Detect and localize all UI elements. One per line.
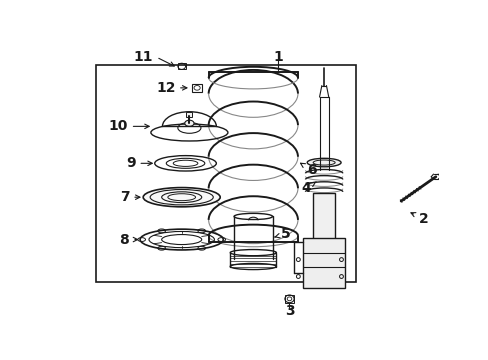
Text: 5: 5 bbox=[274, 227, 290, 241]
Text: 6: 6 bbox=[300, 163, 316, 177]
Text: 10: 10 bbox=[108, 120, 149, 133]
Bar bbox=[303, 238, 345, 288]
Text: 2: 2 bbox=[410, 212, 427, 226]
Text: 12: 12 bbox=[157, 81, 176, 95]
Ellipse shape bbox=[143, 188, 220, 207]
Text: 9: 9 bbox=[125, 156, 152, 170]
Text: 1: 1 bbox=[272, 50, 282, 64]
Text: 4: 4 bbox=[301, 181, 316, 195]
Ellipse shape bbox=[306, 158, 341, 167]
Text: 3: 3 bbox=[284, 304, 294, 318]
Text: 7: 7 bbox=[120, 190, 140, 204]
Bar bbox=[186, 112, 192, 117]
Text: 8: 8 bbox=[120, 233, 137, 247]
Ellipse shape bbox=[184, 120, 194, 126]
Text: 11: 11 bbox=[133, 50, 153, 64]
Bar bbox=[313, 193, 334, 239]
Bar bbox=[96, 65, 356, 282]
Bar bbox=[191, 84, 202, 92]
Bar bbox=[178, 63, 185, 69]
Bar bbox=[285, 295, 293, 303]
